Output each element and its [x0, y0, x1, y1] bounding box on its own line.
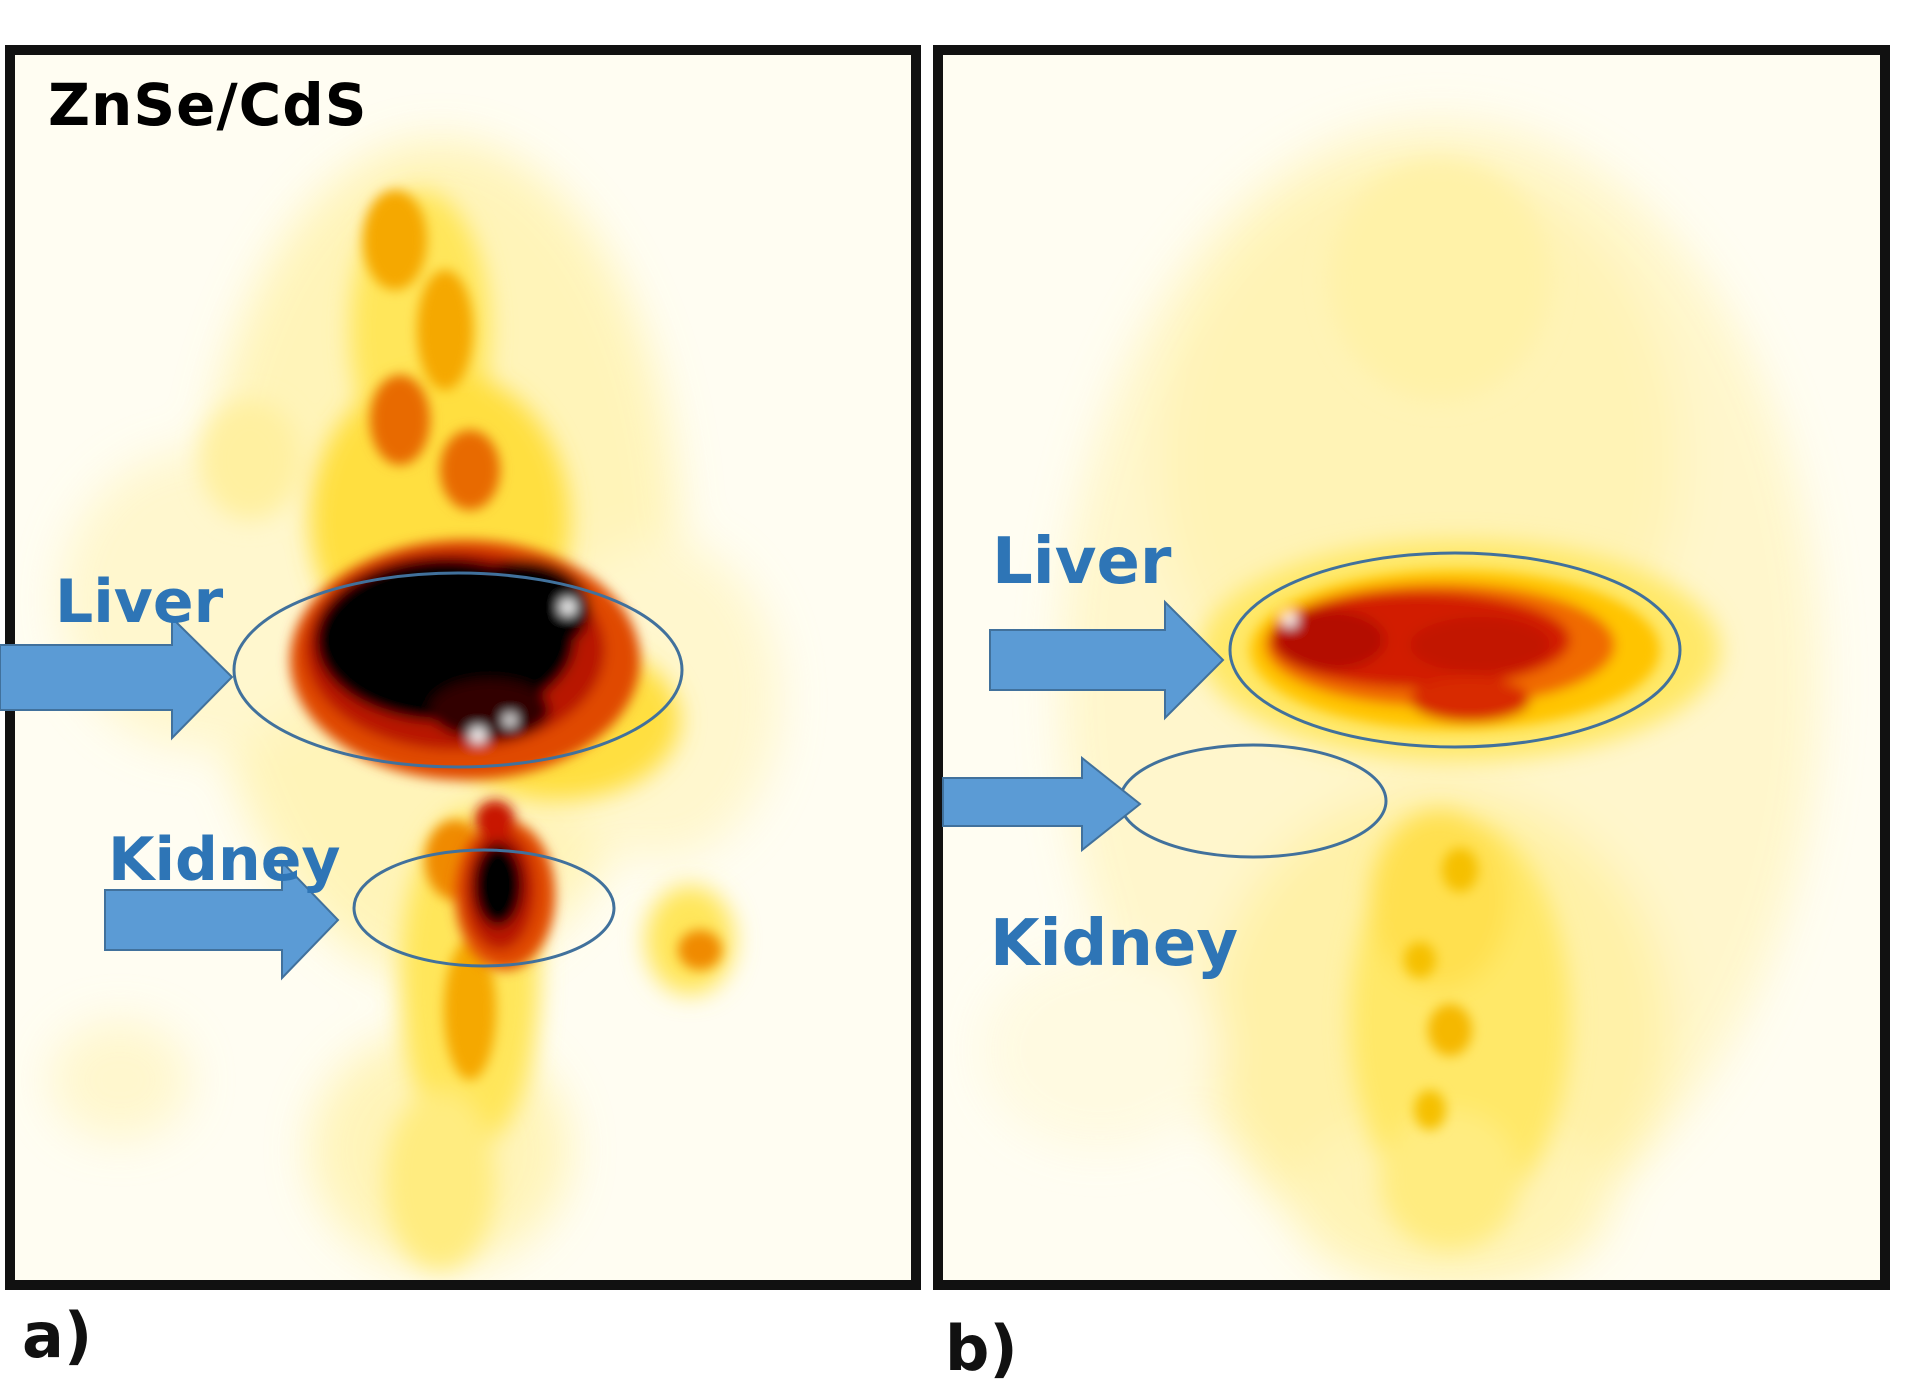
panel-b-letter: b): [945, 1312, 1018, 1385]
panel-b-kidney-label: Kidney: [990, 907, 1238, 981]
panel-a-liver-arrow: [0, 615, 234, 741]
panel-b-kidney-arrow: [942, 755, 1142, 853]
panel-b-heatmap: [980, 120, 1820, 1285]
panel-a-liver-label: Liver: [55, 567, 224, 637]
panel-a: ZnSe/CdS Liver Kidney: [0, 45, 921, 1290]
panel-a-title: ZnSe/CdS: [48, 71, 368, 139]
panel-b-liver-ellipse: [1228, 551, 1682, 749]
panel-b-liver-label: Liver: [992, 525, 1172, 599]
panel-a-heatmap: [50, 140, 780, 1270]
panel-b: Liver Kidney: [933, 45, 1890, 1290]
panel-b-liver-arrow: [989, 599, 1225, 721]
panel-a-letter: a): [22, 1299, 93, 1372]
panel-a-kidney-label: Kidney: [108, 825, 341, 895]
panel-b-frame: [933, 45, 1890, 1290]
panel-a-kidney-ellipse: [352, 848, 616, 968]
panel-a-liver-ellipse: [232, 571, 684, 769]
panel-a-kidney-arrow: [104, 859, 340, 981]
